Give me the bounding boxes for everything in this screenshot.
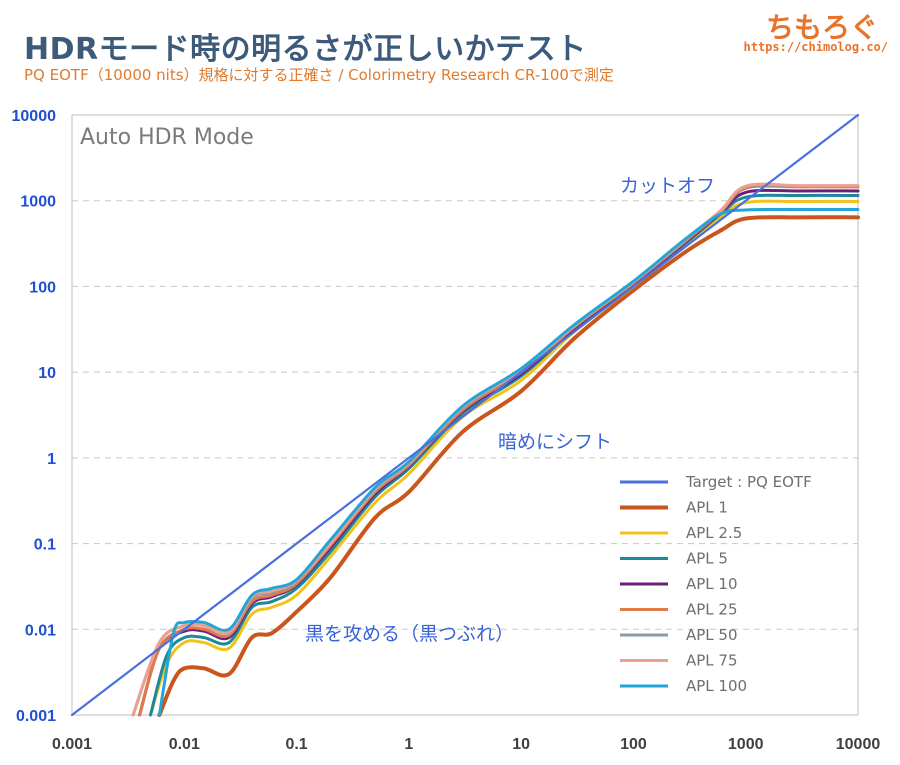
series-line: [157, 215, 860, 717]
y-tick-label: 10: [38, 365, 56, 382]
annotation-cutoff: カットオフ: [620, 175, 715, 197]
legend-label: APL 25: [686, 601, 738, 619]
legend-label: APL 10: [686, 575, 738, 593]
series-line: [148, 199, 860, 717]
series-line: [70, 113, 860, 717]
legend-label: APL 1: [686, 499, 728, 517]
annotation-dark-shift: 暗めにシフト: [498, 431, 612, 453]
mode-label: Auto HDR Mode: [80, 125, 254, 150]
chart-subtitle: PQ EOTF（10000 nits）規格に対する正確さ / Colorimet…: [24, 66, 614, 84]
legend-label: APL 50: [686, 626, 738, 644]
x-tick-label: 0.01: [169, 736, 200, 753]
chart-title: HDRモード時の明るさが正しいかテスト: [24, 32, 587, 67]
y-tick-label: 1000: [20, 194, 56, 211]
y-tick-label: 0.1: [34, 537, 56, 554]
legend-label: APL 5: [686, 550, 728, 568]
brand-url: https://chimolog.co/: [743, 40, 889, 54]
legend-label: Target : PQ EOTF: [685, 473, 812, 491]
y-tick-label: 1: [47, 451, 56, 468]
axis-ticks: 0.001 0.01 0.1 1 10 100 1000 10000 0.001 0.01 0.1 1…: [12, 108, 881, 753]
x-tick-label: 10000: [836, 736, 881, 753]
x-tick-label: 10: [512, 736, 530, 753]
grid: [72, 200, 858, 630]
legend-label: APL 2.5: [686, 524, 742, 542]
x-tick-label: 1000: [728, 736, 764, 753]
y-tick-label: 10000: [12, 108, 57, 125]
series-group: [70, 113, 860, 717]
x-tick-label: 100: [620, 736, 647, 753]
y-tick-label: 100: [29, 279, 56, 296]
x-tick-label: 0.1: [285, 736, 307, 753]
legend: Target : PQ EOTF APL 1 APL 2.5 APL 5 APL 10 A…: [620, 473, 812, 695]
legend-label: APL 75: [686, 652, 738, 670]
brand-logo: ちもろぐ: [765, 11, 878, 44]
y-tick-label: 0.001: [16, 708, 56, 725]
y-tick-label: 0.01: [25, 622, 56, 639]
x-tick-label: 0.001: [52, 736, 92, 753]
x-tick-label: 1: [404, 736, 413, 753]
annotation-black-crush: 黒を攻める（黒つぶれ）: [305, 623, 514, 645]
series-line: [157, 207, 860, 717]
legend-label: APL 100: [686, 677, 747, 695]
